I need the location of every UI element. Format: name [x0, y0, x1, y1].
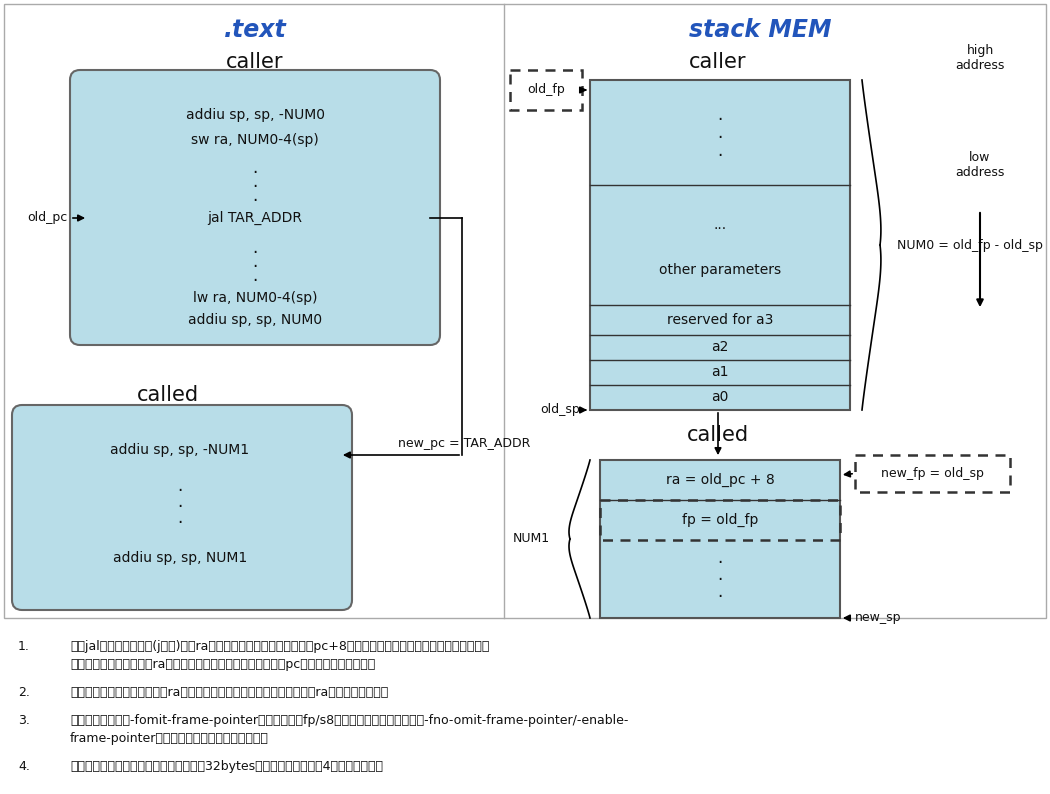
Text: a1: a1: [711, 365, 729, 379]
Text: low
address: low address: [956, 151, 1005, 179]
Text: old_sp: old_sp: [541, 403, 580, 417]
Text: stack MEM: stack MEM: [689, 18, 832, 42]
Text: new_pc = TAR_ADDR: new_pc = TAR_ADDR: [398, 437, 530, 449]
Text: caller: caller: [689, 52, 747, 72]
Text: called: called: [136, 385, 200, 405]
Bar: [510, 70, 582, 110]
Text: 只要有子函数需要调用，则至少为之分配32bytes空间，无论其是否有4个参数需要传递: 只要有子函数需要调用，则至少为之分配32bytes空间，无论其是否有4个参数需要…: [70, 760, 383, 773]
Text: old_pc: old_pc: [27, 211, 68, 225]
Text: .: .: [252, 253, 257, 271]
Bar: [600, 500, 840, 540]
Text: high
address: high address: [956, 44, 1005, 72]
Text: addiu sp, sp, -NUM1: addiu sp, sp, -NUM1: [110, 443, 250, 457]
Text: other parameters: other parameters: [659, 263, 781, 277]
Bar: [590, 80, 850, 410]
Text: .: .: [252, 173, 257, 191]
Text: .: .: [717, 142, 722, 160]
Text: addiu sp, sp, NUM0: addiu sp, sp, NUM0: [188, 313, 322, 327]
Text: lw ra, NUM0-4(sp): lw ra, NUM0-4(sp): [193, 291, 317, 305]
Text: 默认编译选项下（-fomit-frame-pointer），不会使用fp/s8去存储栈底地址，可以使用-fno-omit-frame-pointer/-enab: 默认编译选项下（-fomit-frame-pointer），不会使用fp/s8去…: [70, 714, 628, 727]
Bar: [855, 455, 1010, 492]
Text: addiu sp, sp, NUM1: addiu sp, sp, NUM1: [113, 551, 247, 565]
Text: jal TAR_ADDR: jal TAR_ADDR: [208, 211, 302, 225]
Text: .: .: [717, 566, 722, 584]
Bar: [600, 460, 840, 618]
Text: .: .: [252, 159, 257, 177]
Text: .: .: [717, 549, 722, 567]
Text: 3.: 3.: [18, 714, 29, 727]
Text: called: called: [687, 425, 749, 445]
Text: 4.: 4.: [18, 760, 29, 773]
Text: ...: ...: [713, 218, 727, 232]
Text: .: .: [252, 187, 257, 205]
Text: .: .: [177, 509, 183, 527]
Text: 执行jal这样的跳转指令(j除外)时，ra寄存器的值自动（硬件）赋值为pc+8，即当前函数的返回地址由硬件自己控制，: 执行jal这样的跳转指令(j除外)时，ra寄存器的值自动（硬件）赋值为pc+8，…: [70, 640, 489, 653]
Text: 1.: 1.: [18, 640, 29, 653]
Text: .text: .text: [224, 18, 287, 42]
Text: .: .: [252, 267, 257, 285]
Text: NUM1: NUM1: [512, 533, 550, 545]
Text: frame-pointer强制使用，但是这样会增加代码量: frame-pointer强制使用，但是这样会增加代码量: [70, 732, 269, 745]
Text: .: .: [717, 583, 722, 601]
Text: .: .: [252, 239, 257, 257]
Text: .: .: [177, 477, 183, 495]
Text: sw ra, NUM0-4(sp): sw ra, NUM0-4(sp): [191, 133, 319, 147]
Text: .: .: [717, 106, 722, 124]
Text: new_fp = old_sp: new_fp = old_sp: [881, 467, 984, 480]
FancyBboxPatch shape: [70, 70, 440, 345]
Text: new_sp: new_sp: [855, 611, 902, 625]
Text: a2: a2: [711, 340, 729, 354]
Text: old_fp: old_fp: [527, 83, 565, 97]
Text: 不需多余的软件指令去给ra寄存器赋值（即使想也无法做，因为pc寄存器外部无法访问）: 不需多余的软件指令去给ra寄存器赋值（即使想也无法做，因为pc寄存器外部无法访问…: [70, 658, 375, 671]
Text: caller: caller: [226, 52, 284, 72]
Text: 2.: 2.: [18, 686, 29, 699]
FancyBboxPatch shape: [12, 405, 352, 610]
Text: a0: a0: [711, 390, 729, 404]
Text: fp = old_fp: fp = old_fp: [681, 513, 758, 527]
Text: .: .: [717, 124, 722, 142]
Text: reserved for a3: reserved for a3: [667, 313, 773, 327]
Text: NUM0 = old_fp - old_sp: NUM0 = old_fp - old_sp: [897, 238, 1043, 252]
Text: ra = old_pc + 8: ra = old_pc + 8: [666, 473, 775, 487]
Text: .: .: [177, 493, 183, 511]
Text: addiu sp, sp, -NUM0: addiu sp, sp, -NUM0: [186, 108, 324, 122]
Text: 叶子函数的栈空间中不会存储ra值（没有必要，返回的时候直接使用当前ra寄存器的值即可）: 叶子函数的栈空间中不会存储ra值（没有必要，返回的时候直接使用当前ra寄存器的值…: [70, 686, 388, 699]
Bar: [4, 4, 1046, 618]
